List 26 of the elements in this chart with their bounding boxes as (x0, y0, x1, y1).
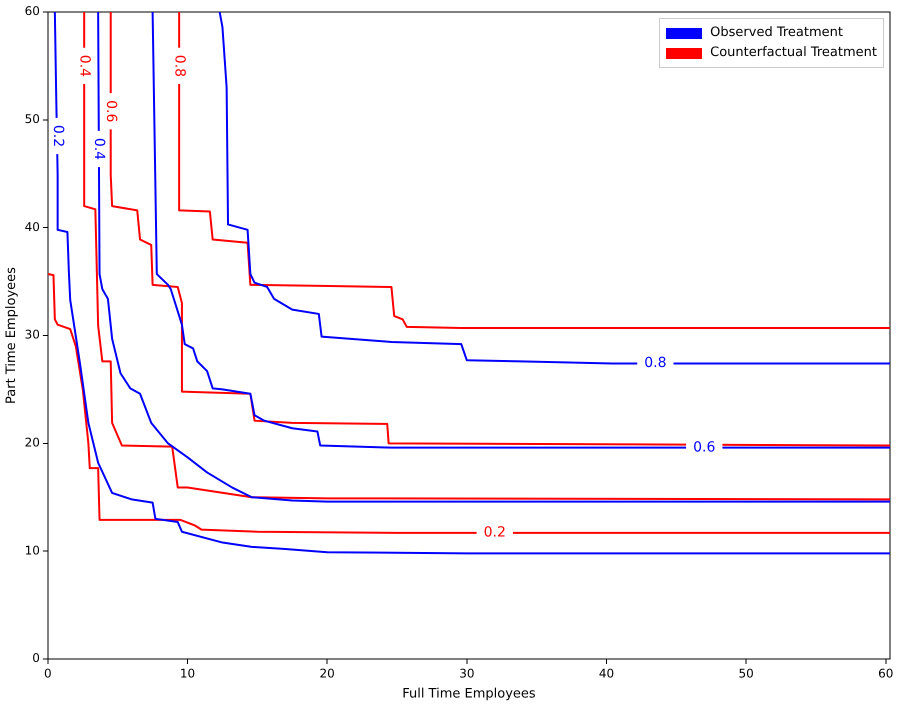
annotation: 0.6 (693, 439, 716, 456)
x-tick-label: 30 (459, 666, 474, 680)
y-tick-label: 20 (24, 435, 40, 450)
x-tick-label: 20 (320, 666, 335, 680)
x-tick-label: 40 (598, 666, 614, 680)
legend-label: Counterfactual Treatment (710, 44, 877, 62)
y-tick-label: 50 (24, 112, 40, 126)
y-tick-label: 40 (24, 220, 40, 234)
annotation: 0.8 (172, 54, 188, 78)
annotation: 0.2 (50, 124, 66, 148)
annotation: 0.4 (76, 54, 93, 78)
y-tick-label: 10 (24, 543, 40, 558)
annotation: 0.6 (103, 100, 120, 122)
x-tick-label: 50 (738, 666, 754, 680)
y-axis-title: Part Time Employees (4, 266, 20, 404)
annotation: 0.8 (644, 355, 667, 372)
x-tick-label: 0 (44, 666, 52, 680)
annotation: 0.4 (91, 138, 108, 160)
x-tick-label: 10 (180, 666, 196, 680)
x-tick-label: 60 (878, 666, 894, 680)
y-tick-label: 0 (32, 651, 40, 666)
annotation: 0.2 (484, 524, 506, 540)
x-axis-title: Full Time Employees (402, 686, 536, 702)
y-tick-label: 60 (24, 4, 40, 18)
y-tick-label: 30 (24, 328, 40, 342)
legend-label: Observed Treatment (710, 24, 843, 42)
